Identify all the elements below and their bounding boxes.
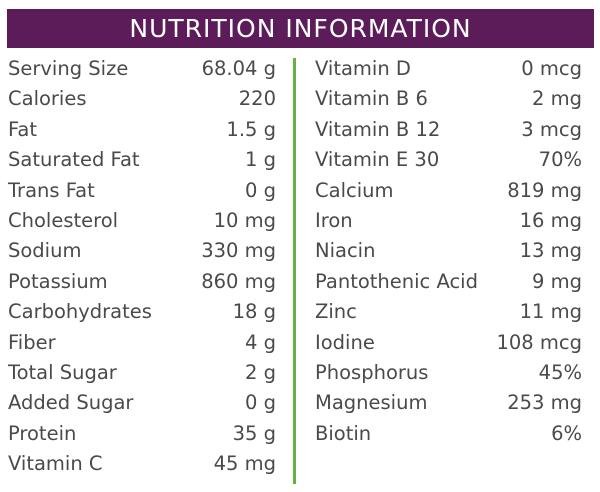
nutrient-row: Sodium 330 mg [8, 236, 276, 266]
nutrient-row: Calcium 819 mg [315, 176, 582, 206]
nutrient-row: Protein 35 g [8, 419, 276, 449]
nutrient-value: 1 g [245, 148, 276, 172]
nutrient-row: Saturated Fat 1 g [8, 145, 276, 175]
nutrient-row: Iron 16 mg [315, 206, 582, 236]
nutrient-value: 16 mg [519, 208, 582, 232]
nutrient-value: 253 mg [507, 391, 582, 415]
nutrient-row: Cholesterol 10 mg [8, 206, 276, 236]
nutrient-label: Saturated Fat [8, 148, 140, 172]
nutrient-row: Fiber 4 g [8, 328, 276, 358]
nutrient-row: Vitamin B 6 2 mg [315, 84, 582, 114]
nutrient-label: Total Sugar [8, 360, 117, 384]
nutrient-value: 2 mg [532, 87, 582, 111]
nutrient-value: 18 g [232, 300, 276, 324]
nutrient-value: 4 g [245, 330, 276, 354]
nutrient-list-left: Serving Size 68.04 g Calories 220 Fat 1.5 g Sa… [8, 54, 276, 479]
nutrient-value: 45% [538, 360, 582, 384]
nutrition-header-banner: NUTRITION INFORMATION [7, 9, 594, 48]
nutrient-row: Vitamin E 30 70% [315, 145, 582, 175]
nutrient-label: Biotin [315, 421, 372, 445]
nutrient-label: Fiber [8, 330, 56, 354]
nutrient-row: Added Sugar 0 g [8, 388, 276, 418]
nutrient-label: Pantothenic Acid [315, 269, 478, 293]
nutrient-row: Potassium 860 mg [8, 267, 276, 297]
nutrient-label: Carbohydrates [8, 300, 152, 324]
column-divider [293, 58, 296, 484]
nutrient-label: Iron [315, 208, 353, 232]
nutrient-label: Potassium [8, 269, 108, 293]
nutrient-value: 35 g [232, 421, 276, 445]
nutrient-row: Serving Size 68.04 g [8, 54, 276, 84]
nutrient-label: Vitamin B 12 [315, 117, 441, 141]
nutrient-row: Calories 220 [8, 84, 276, 114]
nutrient-value: 6% [551, 421, 582, 445]
nutrient-value: 108 mcg [496, 330, 582, 354]
nutrient-value: 0 mcg [521, 57, 582, 80]
nutrient-row: Fat 1.5 g [8, 115, 276, 145]
nutrient-value: 330 mg [201, 239, 276, 263]
nutrient-value: 0 g [245, 391, 276, 415]
page-title: NUTRITION INFORMATION [129, 14, 472, 43]
nutrient-row: Iodine 108 mcg [315, 328, 582, 358]
nutrient-row: Pantothenic Acid 9 mg [315, 267, 582, 297]
nutrient-label: Calcium [315, 178, 394, 202]
nutrient-value: 45 mg [213, 452, 276, 476]
nutrient-row: Zinc 11 mg [315, 297, 582, 327]
nutrient-label: Sodium [8, 239, 82, 263]
nutrient-value: 70% [538, 148, 582, 172]
nutrient-value: 11 mg [519, 300, 582, 324]
nutrient-label: Zinc [315, 300, 357, 324]
nutrient-row: Vitamin C 45 mg [8, 449, 276, 479]
nutrient-value: 9 mg [532, 269, 582, 293]
nutrient-value: 13 mg [519, 239, 582, 263]
nutrient-value: 220 [238, 87, 276, 111]
nutrient-row: Vitamin B 12 3 mcg [315, 115, 582, 145]
nutrient-value: 68.04 g [201, 57, 276, 80]
nutrient-label: Magnesium [315, 391, 428, 415]
nutrient-label: Vitamin B 6 [315, 87, 428, 111]
nutrient-label: Fat [8, 117, 38, 141]
nutrient-label: Vitamin C [8, 452, 103, 476]
nutrient-value: 0 g [245, 178, 276, 202]
nutrient-row: Biotin 6% [315, 419, 582, 449]
nutrient-row: Total Sugar 2 g [8, 358, 276, 388]
nutrient-row: Vitamin D 0 mcg [315, 54, 582, 84]
nutrient-value: 3 mcg [521, 117, 582, 141]
nutrient-value: 819 mg [507, 178, 582, 202]
nutrient-label: Iodine [315, 330, 375, 354]
nutrient-label: Phosphorus [315, 360, 429, 384]
nutrient-row: Phosphorus 45% [315, 358, 582, 388]
nutrient-value: 10 mg [213, 208, 276, 232]
nutrient-label: Vitamin E 30 [315, 148, 440, 172]
nutrient-row: Magnesium 253 mg [315, 388, 582, 418]
nutrient-label: Added Sugar [8, 391, 134, 415]
nutrient-value: 860 mg [201, 269, 276, 293]
nutrient-row: Carbohydrates 18 g [8, 297, 276, 327]
nutrient-value: 2 g [245, 360, 276, 384]
nutrient-label: Vitamin D [315, 57, 411, 80]
nutrient-label: Serving Size [8, 57, 129, 80]
nutrient-list-right: Vitamin D 0 mcg Vitamin B 6 2 mg Vitamin B 1… [315, 54, 582, 449]
nutrient-label: Calories [8, 87, 87, 111]
nutrient-label: Trans Fat [8, 178, 95, 202]
nutrient-row: Niacin 13 mg [315, 236, 582, 266]
nutrient-row: Trans Fat 0 g [8, 176, 276, 206]
nutrient-label: Cholesterol [8, 208, 119, 232]
nutrient-label: Niacin [315, 239, 376, 263]
nutrient-value: 1.5 g [226, 117, 276, 141]
nutrient-label: Protein [8, 421, 77, 445]
